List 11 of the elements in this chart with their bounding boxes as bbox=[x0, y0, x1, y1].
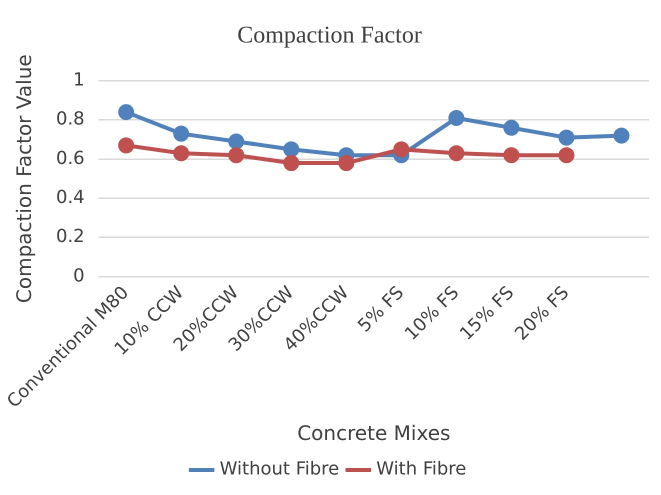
legend-label: With Fibre bbox=[376, 458, 466, 480]
y-tick-label: 1 bbox=[73, 69, 85, 90]
y-tick-label: 0.4 bbox=[56, 186, 85, 208]
y-tick-label: 0.8 bbox=[56, 108, 85, 130]
y-axis-title: Compaction Factor Value bbox=[12, 54, 36, 304]
x-axis-title: Concrete Mixes bbox=[297, 421, 450, 446]
y-tick-label: 0.6 bbox=[56, 148, 85, 169]
chart-title: Compaction Factor bbox=[237, 22, 422, 49]
legend-label: Without Fibre bbox=[220, 458, 340, 480]
y-tick-label: 0.2 bbox=[56, 226, 85, 248]
y-tick-label: 0 bbox=[73, 265, 85, 286]
